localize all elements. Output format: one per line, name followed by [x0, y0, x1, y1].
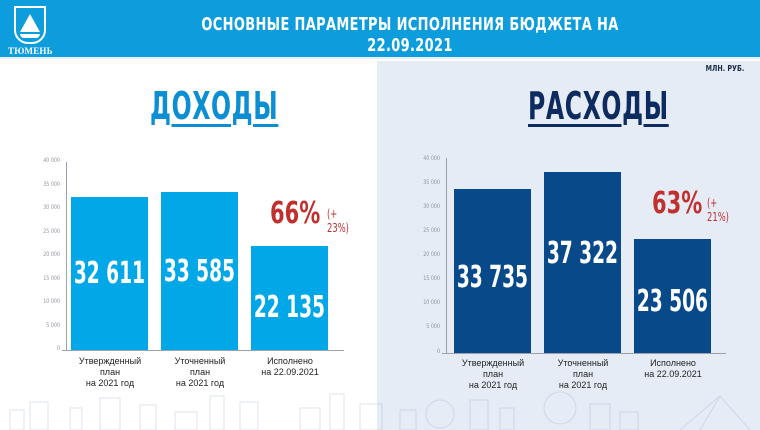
y-tick-label: 30 000 — [423, 203, 440, 210]
y-tick-label: 20 000 — [423, 251, 440, 258]
y-axis — [66, 162, 67, 350]
y-tick-label: 15 000 — [43, 275, 60, 282]
expense-bar-revised: 37 322 — [544, 172, 621, 353]
y-tick-label: 25 000 — [43, 228, 60, 235]
y-tick-label: 40 000 — [423, 155, 440, 162]
city-logo: ТЮМЕНЬ — [8, 4, 53, 58]
y-tick-label: 20 000 — [43, 251, 60, 258]
income-title: ДОХОДЫ — [150, 84, 279, 128]
category-label: Утвержденный план на 2021 год — [78, 356, 142, 388]
y-tick-label: 25 000 — [423, 227, 440, 234]
income-percent: 66% — [270, 196, 321, 231]
y-tick-label: 5 000 — [46, 322, 60, 329]
x-axis — [442, 353, 726, 354]
category-label: Исполнено на 22.09.2021 — [261, 356, 319, 377]
expense-bar-approved: 33 735 — [454, 189, 531, 353]
bar-value: 23 506 — [636, 283, 709, 319]
category-label: Исполнено на 22.09.2021 — [644, 358, 702, 379]
header-bar: ТЮМЕНЬ ОСНОВНЫЕ ПАРАМЕТРЫ ИСПОЛНЕНИЯ БЮД… — [0, 0, 760, 59]
expense-percent-delta: (+ 21%) — [707, 196, 729, 224]
y-tick-label: 15 000 — [423, 275, 440, 282]
category-label: Уточненный план на 2021 год — [557, 358, 609, 390]
y-tick-label: 0 — [436, 348, 440, 355]
income-bar-executed: 22 135 — [251, 246, 328, 350]
bar-value: 32 611 — [73, 256, 146, 291]
y-tick-label: 10 000 — [43, 298, 60, 305]
x-axis — [62, 350, 344, 351]
expense-bar-executed: 23 506 — [634, 239, 711, 353]
coat-of-arms-icon — [14, 6, 46, 44]
ship-hull-icon — [20, 34, 40, 38]
y-tick-label: 40 000 — [43, 157, 60, 164]
y-tick-label: 35 000 — [43, 181, 60, 188]
bar-value: 37 322 — [546, 236, 619, 271]
bar-value: 33 735 — [456, 259, 529, 295]
expense-title: РАСХОДЫ — [528, 84, 669, 128]
y-tick-label: 10 000 — [423, 299, 440, 306]
expense-percent: 63% — [652, 186, 703, 221]
bar-value: 33 585 — [163, 253, 236, 289]
income-bar-approved: 32 611 — [71, 197, 148, 350]
y-tick-label: 5 000 — [426, 323, 440, 330]
income-percent-delta: (+ 23%) — [327, 207, 349, 235]
category-label: Уточненный план на 2021 год — [174, 356, 226, 388]
y-axis — [446, 158, 447, 353]
y-tick-label: 35 000 — [423, 179, 440, 186]
page-title: ОСНОВНЫЕ ПАРАМЕТРЫ ИСПОЛНЕНИЯ БЮДЖЕТА НА… — [201, 14, 619, 56]
logo-text: ТЮМЕНЬ — [8, 46, 53, 56]
city-skyline-decoration — [9, 391, 751, 430]
income-bar-revised: 33 585 — [161, 192, 238, 350]
y-tick-label: 0 — [56, 345, 60, 352]
units-label: МЛН. РУБ. — [705, 64, 744, 73]
category-label: Утвержденный план на 2021 год — [461, 358, 525, 390]
ship-icon — [20, 14, 40, 32]
bar-value: 22 135 — [253, 289, 326, 325]
y-tick-label: 30 000 — [43, 204, 60, 211]
